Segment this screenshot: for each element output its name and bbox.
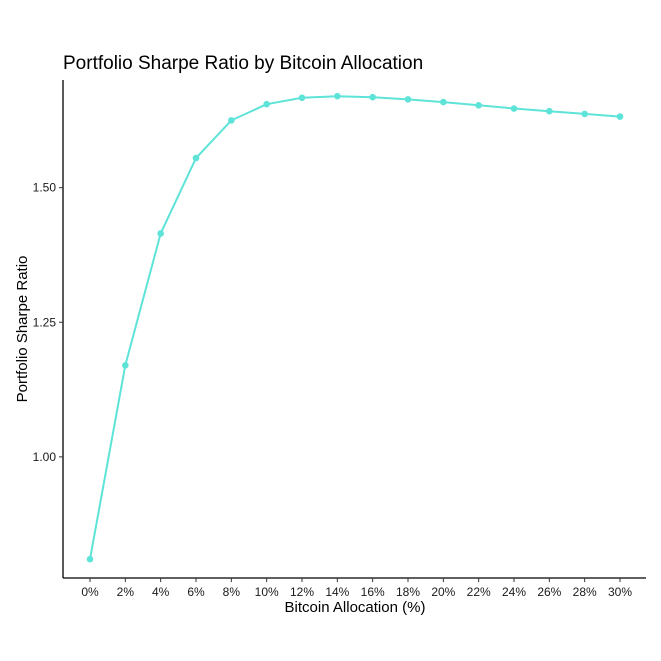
y-tick-label: 1.25 [33, 315, 57, 329]
y-axis-ticks: 1.00 1.25 1.50 [33, 181, 63, 464]
data-point [581, 110, 588, 118]
data-point [298, 94, 306, 102]
y-tick-label: 1.00 [33, 450, 57, 464]
plot-area: 1.00 1.25 1.50 0% 2% 4% 6% 8% 10% 12% 14% 16% 18% 20… [33, 80, 646, 599]
data-point [404, 96, 412, 103]
data-point [263, 100, 270, 108]
data-point [86, 555, 94, 563]
data-point [334, 92, 341, 100]
data-points [86, 92, 624, 563]
data-point [616, 113, 624, 120]
x-tick-label: 2% [117, 585, 135, 599]
x-tick-label: 24% [502, 585, 526, 599]
x-tick-label: 4% [152, 585, 170, 599]
sharpe-ratio-series-line [89, 95, 621, 560]
data-point [369, 93, 376, 101]
x-axis-title: Bitcoin Allocation (%) [285, 599, 426, 616]
x-tick-label: 26% [537, 585, 561, 599]
x-tick-label: 20% [431, 585, 455, 599]
x-tick-label: 22% [467, 585, 491, 599]
y-axis-title: Portfolio Sharpe Ratio [14, 256, 31, 403]
data-point [192, 154, 200, 162]
x-tick-label: 28% [573, 585, 597, 599]
x-tick-label: 10% [255, 585, 279, 599]
chart-title: Portfolio Sharpe Ratio by Bitcoin Alloca… [63, 53, 423, 74]
data-point [228, 117, 235, 124]
x-tick-label: 6% [187, 585, 205, 599]
data-point [157, 230, 164, 237]
x-tick-label: 16% [361, 585, 385, 599]
y-tick-label: 1.50 [33, 181, 57, 195]
data-point [546, 107, 553, 115]
x-tick-label: 30% [608, 585, 632, 599]
data-point [475, 102, 482, 109]
x-tick-label: 0% [81, 585, 99, 599]
data-point [122, 362, 129, 369]
x-tick-label: 18% [396, 585, 420, 599]
data-point [440, 98, 447, 106]
x-tick-label: 12% [290, 585, 314, 599]
data-point [510, 105, 518, 112]
x-tick-label: 8% [223, 585, 241, 599]
x-axis-ticks: 0% 2% 4% 6% 8% 10% 12% 14% 16% 18% 20% 22% 24% 26% 28%… [81, 578, 632, 599]
x-tick-label: 14% [325, 585, 349, 599]
